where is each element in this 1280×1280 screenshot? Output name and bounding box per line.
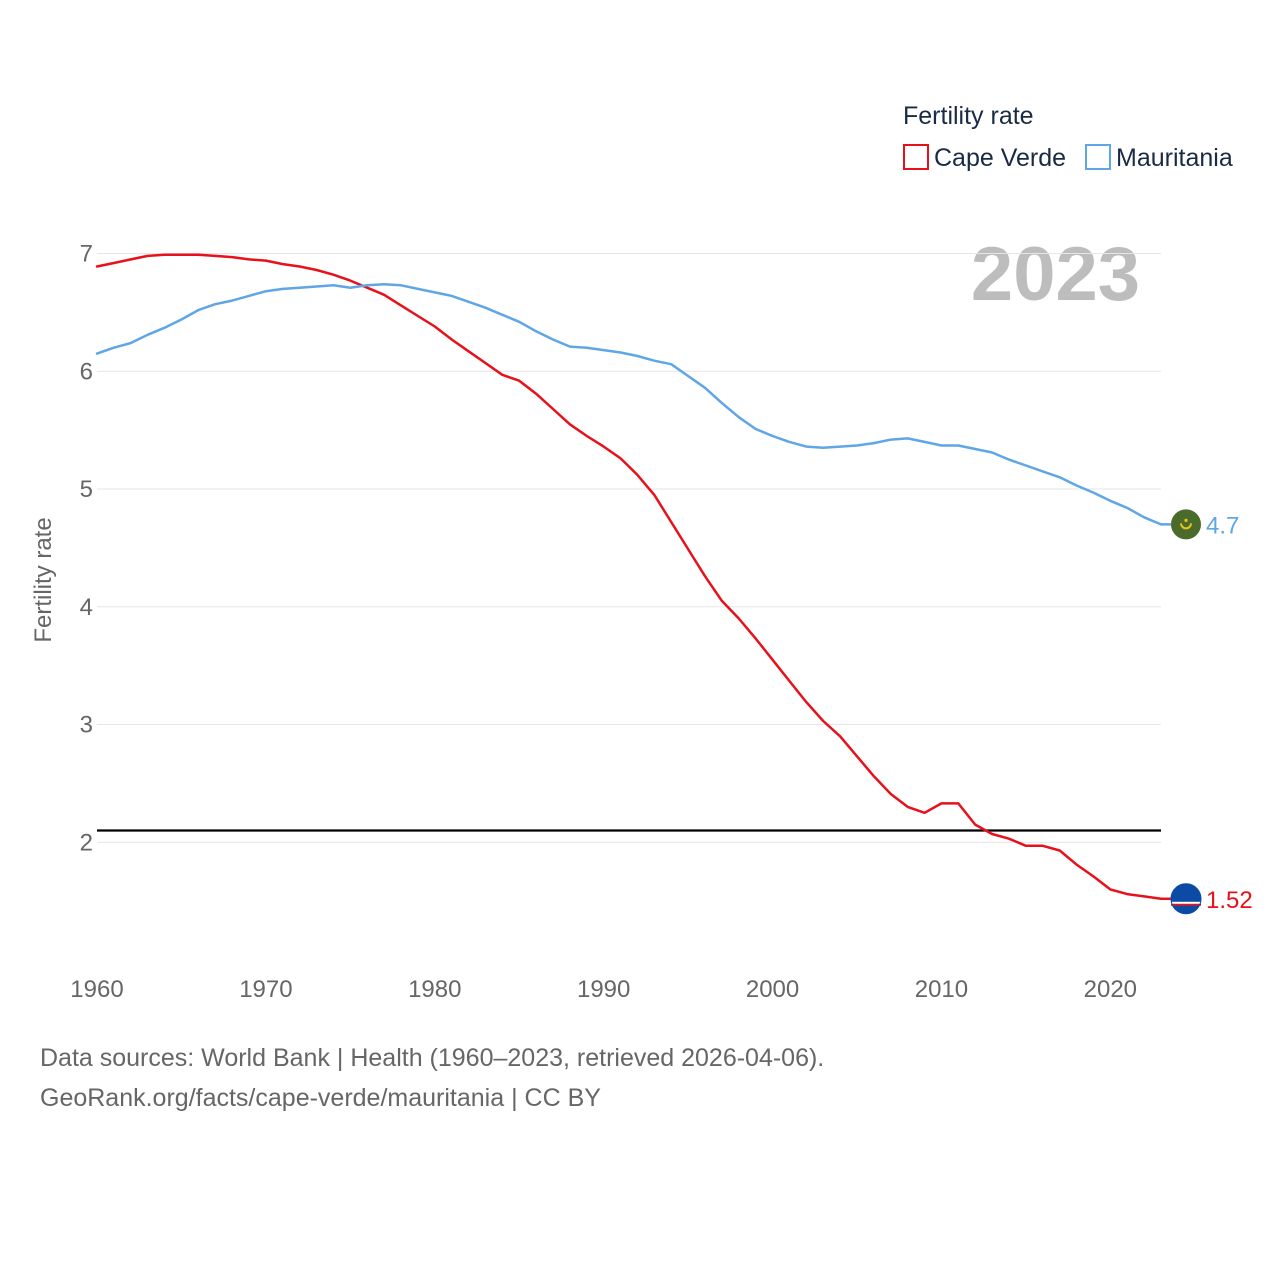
series-lines bbox=[95, 253, 1163, 901]
y-tick-label: 6 bbox=[80, 358, 93, 385]
flag-cape-verde-disc bbox=[1171, 883, 1201, 914]
x-tick-label: 2000 bbox=[746, 976, 799, 1003]
y-tick-label: 2 bbox=[80, 829, 93, 856]
legend-swatch-mauritania[interactable] bbox=[1085, 144, 1111, 170]
x-tick-label: 1970 bbox=[239, 976, 292, 1003]
x-tick-label: 2010 bbox=[915, 976, 968, 1003]
footer-data-sources: Data sources: World Bank | Health (1960–… bbox=[40, 1044, 825, 1072]
flag-cape-verde-red-stripe bbox=[1171, 903, 1201, 906]
end-value-label-cape-verde: 1.52 bbox=[1206, 887, 1253, 914]
x-tick-label: 1990 bbox=[577, 976, 630, 1003]
flag-icon-mauritania bbox=[1171, 509, 1201, 540]
x-tick-label: 1960 bbox=[70, 976, 123, 1003]
legend-title: Fertility rate bbox=[903, 102, 1034, 130]
y-tick-label: 4 bbox=[80, 594, 93, 621]
flag-mauritania-star bbox=[1184, 518, 1188, 522]
year-label: 2023 bbox=[971, 232, 1140, 317]
x-axis-ticks: 1960 1970 1980 1990 2000 2010 2020 bbox=[70, 976, 1137, 1003]
y-tick-label: 5 bbox=[80, 476, 93, 503]
legend: Fertility rate Cape Verde Mauritania bbox=[903, 102, 1233, 172]
series-line-mauritania[interactable] bbox=[95, 282, 1163, 526]
flag-cape-verde-white-stripe bbox=[1171, 901, 1201, 905]
series-line-cape-verde[interactable] bbox=[95, 253, 1163, 901]
gridlines bbox=[97, 253, 1161, 843]
x-tick-label: 2020 bbox=[1084, 976, 1137, 1003]
end-markers: 1.52 4.7 bbox=[1161, 509, 1253, 915]
flag-icon-cape-verde bbox=[1170, 883, 1202, 915]
y-tick-label: 7 bbox=[80, 241, 93, 268]
flag-cape-verde-rim bbox=[1170, 883, 1202, 915]
y-axis-ticks: 2 3 4 5 6 7 bbox=[80, 241, 93, 857]
y-tick-label: 3 bbox=[80, 712, 93, 739]
legend-label-mauritania[interactable]: Mauritania bbox=[1116, 144, 1233, 172]
x-tick-label: 1980 bbox=[408, 976, 461, 1003]
flag-mauritania-disc bbox=[1171, 509, 1201, 540]
y-axis-title: Fertility rate bbox=[30, 517, 57, 642]
legend-label-cape-verde[interactable]: Cape Verde bbox=[934, 144, 1066, 172]
legend-swatch-cape-verde[interactable] bbox=[903, 144, 929, 170]
end-value-label-mauritania: 4.7 bbox=[1206, 512, 1239, 539]
flag-mauritania-crescent bbox=[1180, 523, 1192, 530]
footer-attribution[interactable]: GeoRank.org/facts/cape-verde/mauritania … bbox=[40, 1084, 601, 1112]
